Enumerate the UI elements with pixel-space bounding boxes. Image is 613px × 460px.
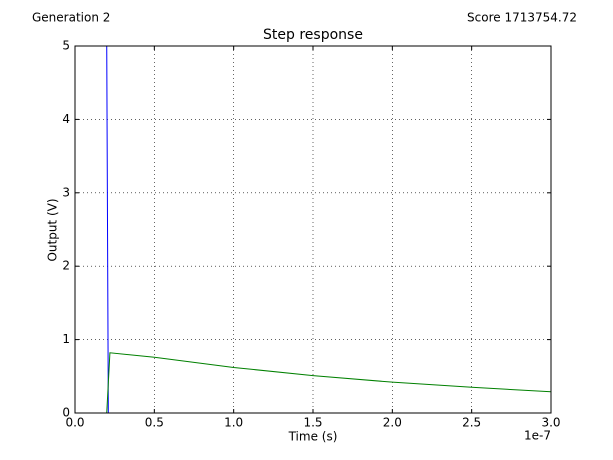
- chart-title: Step response: [263, 27, 363, 43]
- y-tick-label: 0: [62, 406, 70, 420]
- y-tick-label: 1: [62, 332, 70, 346]
- x-tick-label: 0.5: [145, 416, 164, 430]
- x-tick-label: 1.0: [224, 416, 243, 430]
- x-axis-label: Time (s): [288, 430, 338, 444]
- x-tick-label: 2.5: [462, 416, 481, 430]
- x-tick-label: 0.0: [65, 416, 84, 430]
- plot-frame: [74, 45, 552, 414]
- y-tick-label: 4: [62, 112, 70, 126]
- x-offset-label: 1e-7: [524, 429, 551, 443]
- x-tick-label: 1.5: [303, 416, 322, 430]
- y-tick-label: 2: [62, 259, 70, 273]
- data-line: [75, 352, 552, 414]
- x-tick-label: 3.0: [541, 416, 560, 430]
- x-tick-label: 2.0: [383, 416, 402, 430]
- score-label: Score 1713754.72: [467, 11, 577, 25]
- y-tick-label: 5: [62, 39, 70, 53]
- y-tick-label: 3: [62, 185, 70, 199]
- generation-label: Generation 2: [32, 11, 110, 25]
- y-axis-label: Output (V): [46, 198, 60, 261]
